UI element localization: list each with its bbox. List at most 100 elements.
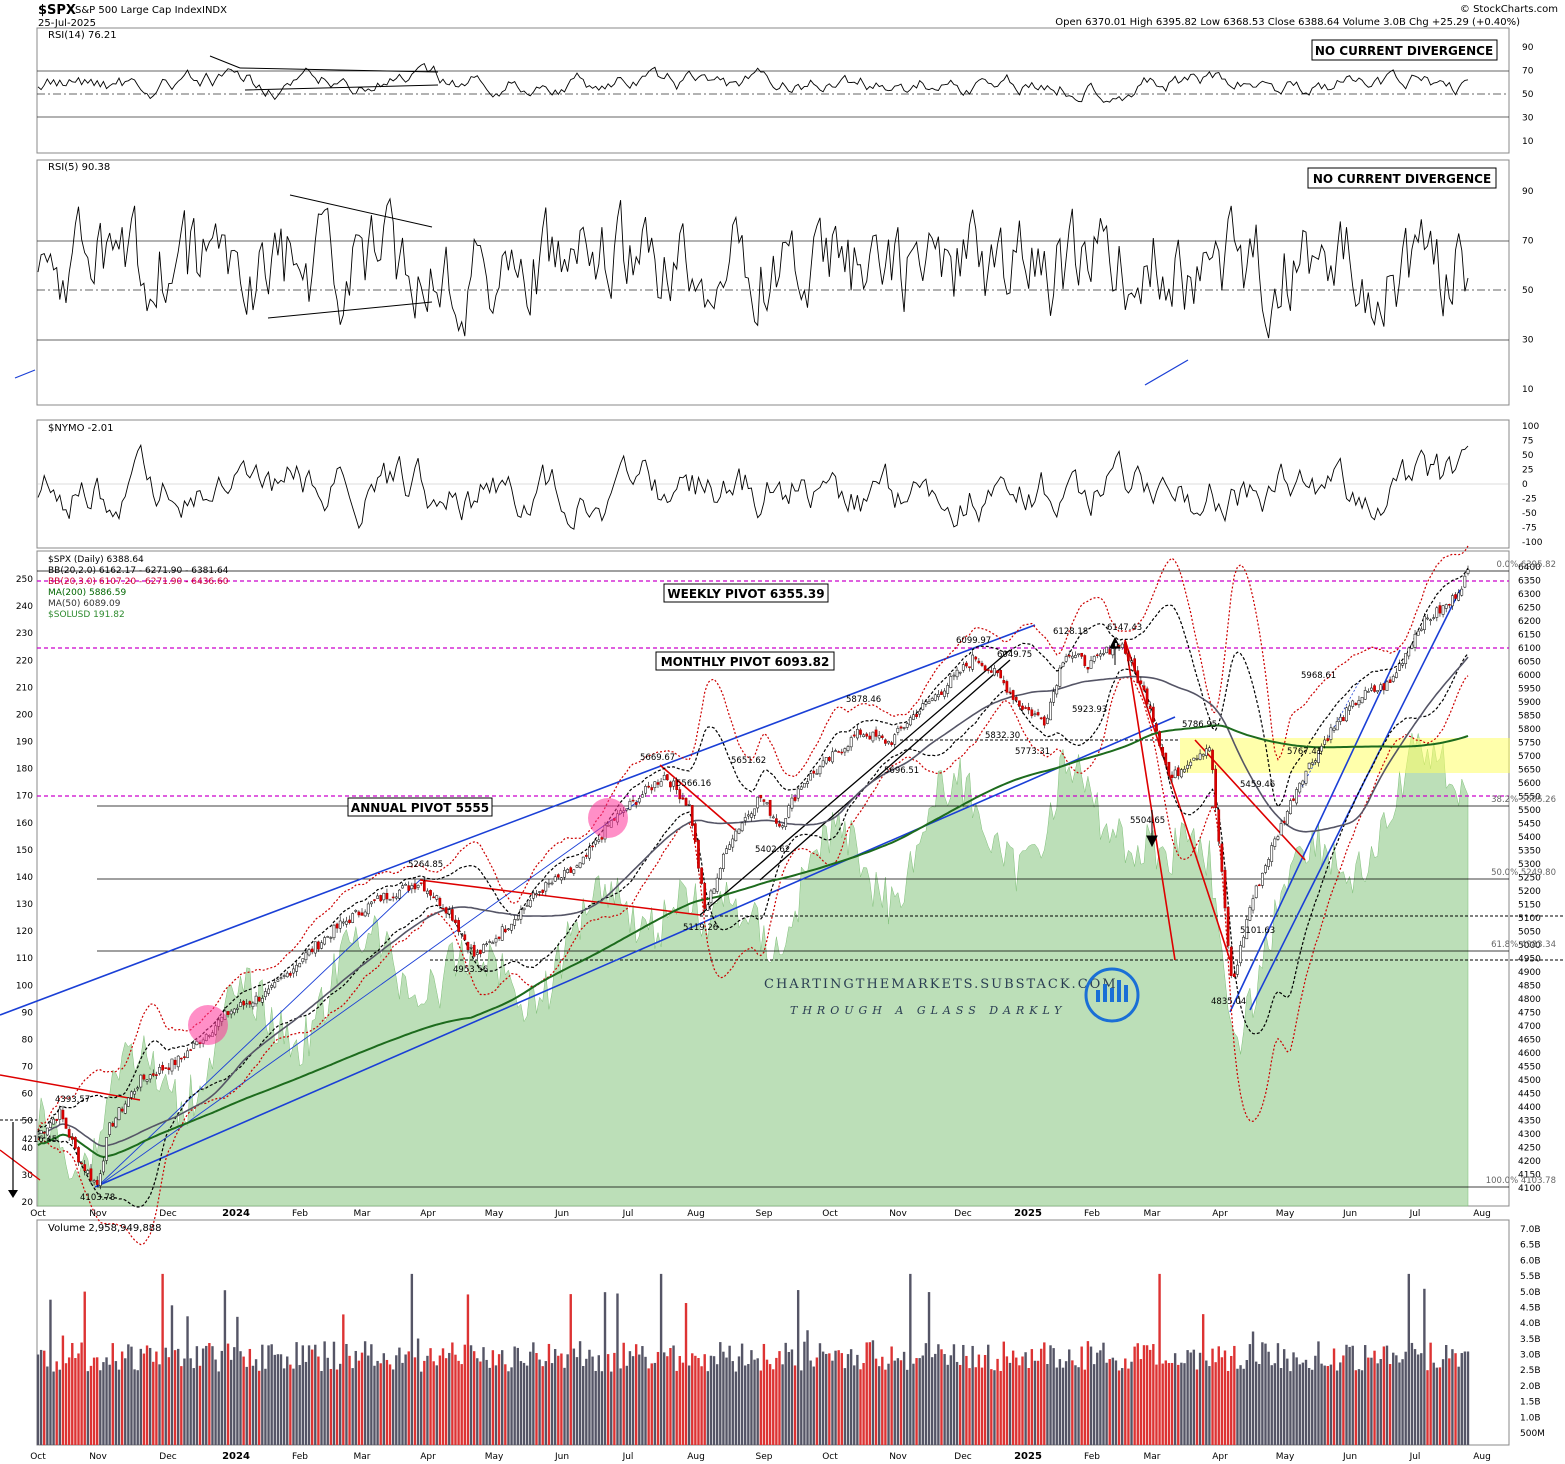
volume-bar bbox=[772, 1369, 775, 1445]
volume-bar bbox=[261, 1344, 264, 1445]
volume-bar bbox=[155, 1351, 158, 1445]
volume-bar bbox=[1117, 1370, 1121, 1445]
candle bbox=[102, 1160, 105, 1173]
volume-bar bbox=[1264, 1343, 1267, 1445]
volume-bar bbox=[1058, 1359, 1062, 1445]
candle bbox=[541, 889, 545, 893]
volume-bar bbox=[765, 1359, 769, 1445]
volume-bar bbox=[513, 1346, 516, 1445]
candle bbox=[921, 703, 925, 710]
volume-bar bbox=[949, 1355, 953, 1445]
volume-bar bbox=[840, 1353, 843, 1445]
volume-bar bbox=[1413, 1349, 1417, 1445]
volume-bar bbox=[909, 1273, 912, 1445]
level-label: 5786.95 bbox=[1182, 720, 1217, 730]
candle bbox=[1317, 750, 1320, 763]
volume-bar bbox=[1345, 1344, 1348, 1445]
candle bbox=[528, 900, 532, 907]
volume-bar bbox=[1105, 1362, 1108, 1445]
volume-bar bbox=[990, 1369, 993, 1445]
volume-bar bbox=[379, 1363, 382, 1445]
level-label: 5402.62 bbox=[755, 845, 790, 855]
candle bbox=[310, 948, 314, 953]
level-label: 5264.85 bbox=[408, 860, 443, 870]
volume-bar bbox=[1064, 1361, 1068, 1445]
axis-tick-label: 230 bbox=[16, 629, 33, 639]
candle bbox=[1435, 607, 1439, 618]
month-label: Oct bbox=[822, 1452, 838, 1462]
candle bbox=[404, 884, 407, 886]
candle bbox=[142, 1074, 146, 1080]
volume-bar bbox=[95, 1357, 99, 1445]
candle bbox=[151, 1073, 155, 1076]
volume-bar bbox=[1052, 1348, 1055, 1445]
volume-bar bbox=[946, 1364, 949, 1445]
volume-bar bbox=[1335, 1370, 1339, 1445]
volume-bar bbox=[1258, 1364, 1261, 1445]
candle bbox=[1067, 654, 1071, 657]
volume-bar bbox=[781, 1364, 784, 1445]
volume-bar bbox=[1451, 1349, 1454, 1445]
volume-bar bbox=[92, 1357, 96, 1445]
volume-bar bbox=[320, 1371, 323, 1445]
volume-bar bbox=[582, 1366, 585, 1445]
volume-bar bbox=[1170, 1362, 1174, 1445]
volume-bar bbox=[323, 1341, 326, 1445]
axis-tick-label: 90 bbox=[22, 1008, 34, 1018]
month-label: May bbox=[1276, 1209, 1295, 1219]
candle bbox=[1117, 645, 1121, 647]
highlight-circle-2 bbox=[588, 798, 628, 838]
candle bbox=[1264, 865, 1267, 873]
candle bbox=[887, 740, 890, 744]
candle bbox=[273, 982, 277, 988]
volume-bar bbox=[529, 1351, 532, 1445]
candle bbox=[1033, 713, 1037, 716]
candle bbox=[419, 882, 423, 884]
volume-bar bbox=[120, 1351, 124, 1445]
axis-tick-label: 6.0B bbox=[1520, 1256, 1541, 1266]
candle bbox=[457, 920, 460, 932]
candle bbox=[859, 729, 862, 735]
volume-bar bbox=[86, 1371, 90, 1445]
volume-bar bbox=[1416, 1354, 1420, 1445]
candle bbox=[718, 868, 722, 880]
axis-tick-label: 50 bbox=[1522, 90, 1534, 100]
volume-bar bbox=[821, 1351, 825, 1445]
axis-tick-label: 4150 bbox=[1518, 1171, 1541, 1181]
axis-tick-label: 4550 bbox=[1518, 1063, 1541, 1073]
volume-bar bbox=[728, 1345, 731, 1445]
candle bbox=[1251, 898, 1255, 911]
candle bbox=[1232, 973, 1236, 977]
volume-bar bbox=[753, 1359, 756, 1445]
volume-bar bbox=[1295, 1357, 1298, 1445]
volume-bar bbox=[1420, 1353, 1423, 1445]
candle bbox=[1114, 642, 1118, 647]
volume-bar bbox=[1008, 1362, 1012, 1445]
volume-bar bbox=[906, 1369, 909, 1445]
candle bbox=[647, 785, 650, 788]
level-label: 4835.04 bbox=[1211, 997, 1246, 1007]
volume-bar bbox=[731, 1361, 734, 1445]
volume-bar bbox=[656, 1351, 660, 1445]
volume-bar bbox=[345, 1343, 348, 1445]
candle bbox=[335, 923, 339, 929]
month-label: 2025 bbox=[1014, 1208, 1042, 1219]
candle bbox=[1261, 872, 1264, 886]
level-label: 5101.63 bbox=[1240, 926, 1275, 936]
solusd-area bbox=[37, 733, 1469, 1207]
volume-bar bbox=[843, 1368, 847, 1445]
month-label: Jul bbox=[1409, 1452, 1421, 1462]
volume-bar bbox=[1438, 1367, 1442, 1445]
volume-bar bbox=[653, 1362, 657, 1445]
volume-bar bbox=[510, 1367, 513, 1445]
axis-tick-label: 4750 bbox=[1518, 1009, 1541, 1019]
volume-bar bbox=[1061, 1367, 1065, 1445]
candle bbox=[927, 700, 931, 704]
candle bbox=[329, 937, 333, 939]
candle bbox=[877, 735, 881, 739]
volume-bar bbox=[348, 1355, 351, 1445]
candle bbox=[943, 690, 946, 697]
volume-bar bbox=[585, 1358, 588, 1445]
volume-bar bbox=[899, 1360, 903, 1445]
volume-bar bbox=[164, 1347, 167, 1445]
